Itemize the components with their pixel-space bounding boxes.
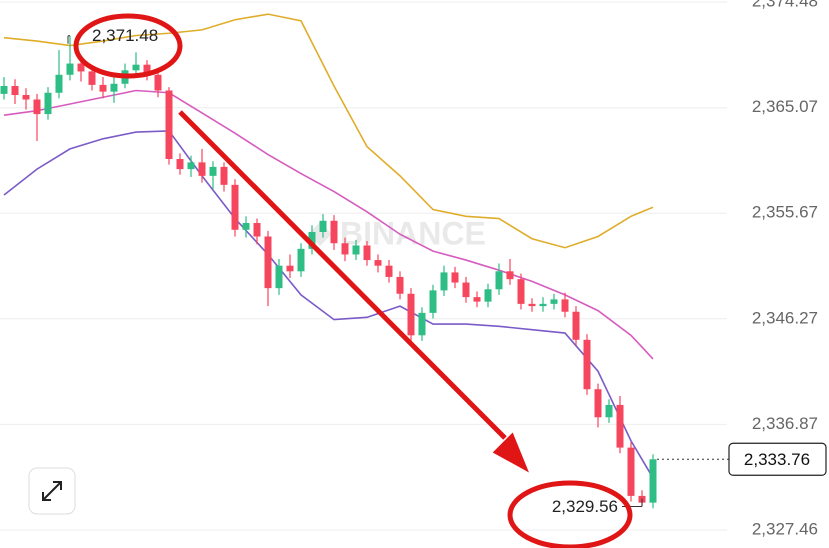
- candle-body: [99, 84, 107, 92]
- candle-body: [517, 279, 525, 304]
- candle-body: [440, 272, 448, 291]
- grid: 2,374.48 2,365.07 2,355.67 2,346.27 2,336.87…: [0, 0, 818, 539]
- candle-body: [286, 265, 294, 272]
- candle-body: [77, 63, 85, 72]
- candle-body: [209, 166, 217, 176]
- candle-body: [627, 447, 635, 496]
- y-tick-label: 2,346.27: [752, 308, 818, 327]
- candle-body: [275, 265, 283, 289]
- candle-body: [418, 312, 426, 336]
- candle-body: [297, 248, 305, 272]
- candle-body: [198, 162, 206, 176]
- candle-body: [473, 297, 481, 302]
- arrow-line: [178, 110, 507, 440]
- y-tick-label: 2,327.46: [752, 520, 818, 539]
- annotations: 2,371.48 2,329.56 2,333.76: [67, 26, 827, 516]
- expand-icon[interactable]: [42, 481, 62, 501]
- candle-body: [132, 64, 140, 71]
- candle-body: [583, 339, 591, 390]
- candle-body: [143, 64, 151, 75]
- candle-body: [528, 303, 536, 307]
- candle-body: [264, 236, 272, 289]
- candle-body: [605, 404, 613, 418]
- candle-body: [308, 232, 316, 249]
- candle-body: [0, 86, 8, 94]
- candle-body: [165, 90, 173, 160]
- y-tick-label: 2,355.67: [752, 203, 818, 222]
- candle-body: [616, 404, 624, 448]
- circle-high: [73, 13, 183, 79]
- watermark: BINANCE: [308, 215, 486, 251]
- candle-body: [55, 74, 63, 93]
- candle-body: [374, 260, 382, 266]
- arrow-head: [492, 432, 529, 473]
- candle-body: [66, 63, 74, 75]
- y-tick-label: 2,365.07: [752, 97, 818, 116]
- drawn-markup: [73, 13, 633, 548]
- candle-body: [253, 223, 261, 237]
- candle-body: [594, 389, 602, 418]
- y-tick-label: 2,336.87: [752, 414, 818, 433]
- high-label: 2,371.48: [92, 26, 158, 45]
- candle-body: [187, 162, 195, 170]
- candle-body: [33, 99, 41, 115]
- candle-body: [352, 245, 360, 255]
- expand-button[interactable]: [28, 467, 76, 515]
- bands: [3, 13, 654, 479]
- candle-body: [407, 293, 415, 336]
- candle-body: [44, 92, 52, 115]
- candle-body: [572, 311, 580, 340]
- low-label: 2,329.56: [552, 497, 618, 516]
- candle-body: [319, 220, 327, 233]
- candle-body: [242, 223, 250, 230]
- candle-body: [506, 271, 514, 280]
- candle-body: [385, 265, 393, 277]
- candle-body: [363, 245, 371, 261]
- candle-body: [539, 303, 547, 307]
- watermark-text: BINANCE: [340, 215, 486, 251]
- candle-body: [495, 271, 503, 290]
- y-tick-label: 2,374.48: [752, 0, 818, 11]
- candle-body: [330, 220, 338, 244]
- band-line: [3, 130, 654, 479]
- candle-body: [176, 159, 184, 170]
- candle-body: [429, 290, 437, 313]
- candle-body: [11, 86, 19, 96]
- last-price-box: [728, 442, 827, 476]
- candle-body: [451, 272, 459, 283]
- candle-body: [154, 74, 162, 91]
- candle-body: [231, 184, 239, 230]
- candle-body: [484, 289, 492, 302]
- candles: [0, 35, 657, 509]
- candle-body: [22, 95, 30, 100]
- candle-body: [396, 276, 404, 294]
- candle-body: [550, 299, 558, 304]
- band-line: [3, 13, 654, 249]
- candle-body: [220, 166, 228, 185]
- candle-body: [110, 83, 118, 92]
- candle-body: [341, 243, 349, 255]
- circle-low: [507, 480, 633, 548]
- last-price-label: 2,333.76: [744, 450, 810, 469]
- candle-body: [649, 459, 657, 503]
- candle-body: [561, 299, 569, 312]
- high-marker: [67, 35, 70, 44]
- candle-body: [462, 282, 470, 298]
- candle-body: [88, 71, 96, 85]
